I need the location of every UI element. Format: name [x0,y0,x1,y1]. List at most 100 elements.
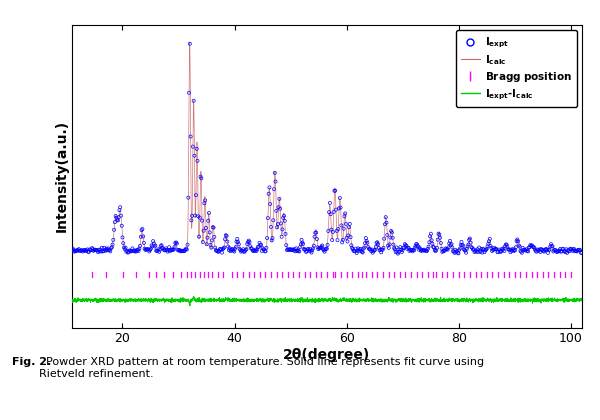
Point [435,234,445,241]
Point [220,236,230,243]
Point [345,220,355,227]
Point [230,245,240,252]
Point [365,246,375,253]
Point [167,246,177,253]
Point [76,247,85,254]
Point [186,133,196,140]
Point [565,245,575,252]
Point [458,242,468,249]
Point [275,195,284,202]
Point [101,245,111,252]
Point [184,89,194,96]
Point [406,247,415,253]
Point [470,249,479,255]
Point [118,234,127,241]
Point [242,241,252,247]
Point [434,230,443,237]
Point [239,249,249,255]
Point [214,249,223,255]
Point [392,249,402,256]
Point [254,239,264,246]
Point [244,237,254,244]
Point [561,249,571,256]
Point [326,211,335,218]
Point [169,246,179,253]
Point [127,248,136,255]
Point [217,249,227,256]
Point [311,229,321,236]
Point [160,247,169,254]
Point [368,248,378,255]
Point [206,244,216,251]
Point [121,244,130,251]
Point [416,247,426,254]
Point [478,249,487,256]
Point [575,247,584,253]
Point [403,244,413,251]
Point [495,248,505,255]
Point [126,248,136,255]
Point [445,240,454,247]
Point [87,245,97,252]
Point [474,244,484,251]
Point [128,245,137,252]
Point [551,247,560,254]
Point [202,241,211,247]
Point [242,246,251,252]
Point [128,247,138,254]
Point [418,247,428,254]
Point [437,249,447,255]
Point [214,248,224,255]
Point [98,248,107,255]
Point [272,207,281,214]
Point [238,248,247,255]
Point [348,246,358,252]
Point [114,214,124,220]
Point [240,248,250,255]
Point [175,247,185,253]
Point [94,247,104,253]
Point [263,215,272,221]
Point [445,237,455,244]
Point [161,245,171,252]
Point [420,247,430,254]
Point [508,246,518,252]
Point [573,247,583,253]
Point [320,246,330,253]
Point [564,248,574,255]
Point [546,241,556,247]
Point [560,247,569,254]
Point [220,244,229,251]
Point [83,246,92,253]
Point [196,173,205,180]
Point [131,248,140,255]
Point [481,247,490,254]
Point [540,247,550,253]
Point [425,233,435,240]
Point [153,247,163,254]
Point [159,246,169,253]
Point [523,247,532,254]
Point [301,246,310,253]
Point [553,248,563,255]
Point [490,246,500,252]
Point [78,248,88,255]
Point [247,245,257,252]
Point [316,244,325,251]
Point [359,244,369,251]
Text: Fig. 2.: Fig. 2. [12,357,51,367]
Point [293,247,302,254]
Point [140,245,149,252]
Point [95,246,105,253]
Point [373,239,382,246]
Point [340,213,349,220]
Point [286,247,296,253]
Point [146,245,155,252]
Point [272,224,282,231]
Point [305,246,315,252]
Point [541,246,550,252]
Point [566,246,576,252]
Point [571,248,581,255]
Point [131,248,141,255]
Point [389,241,398,248]
